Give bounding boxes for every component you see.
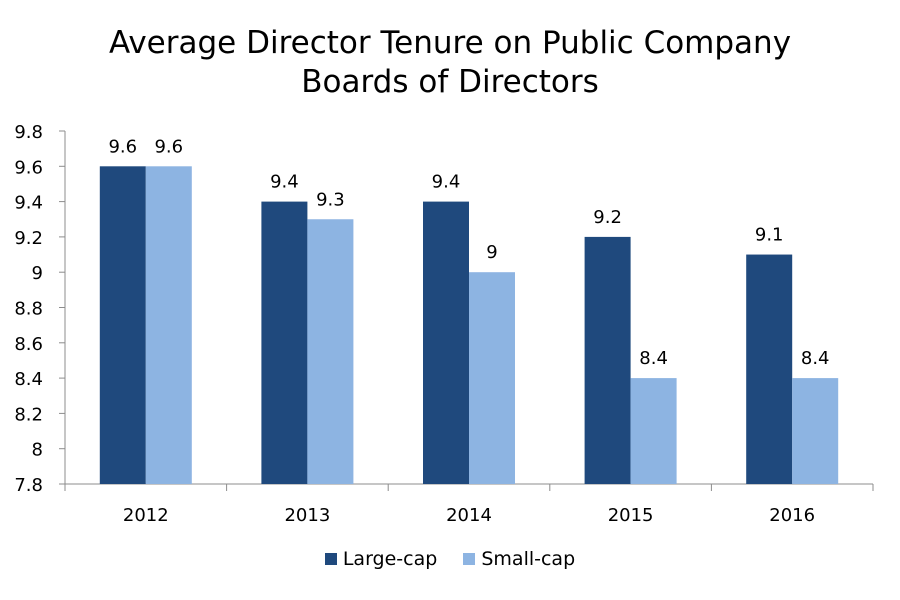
bar-value-label: 9 [486,242,497,263]
bar-value-label: 8.4 [639,348,668,369]
x-tick-label: 2014 [446,505,492,526]
bar-value-label: 9.1 [755,225,784,246]
chart-title-line-1: Average Director Tenure on Public Compan… [108,25,792,61]
x-tick-label: 2013 [284,505,330,526]
bar-value-label: 8.4 [801,348,830,369]
bar-small-cap [469,272,515,484]
bar-large-cap [261,201,308,484]
bar-small-cap [630,378,677,484]
y-tick-label: 9.6 [14,157,43,178]
x-tick-label: 2015 [608,505,654,526]
bar-value-label: 9.6 [108,136,137,157]
legend-item-small-cap: Small-cap [463,548,575,570]
y-tick-label: 8.2 [14,404,43,425]
y-axis: 7.8 8 8.2 8.4 8.6 8.8 9 9.2 9.4 9.6 9.8 [14,122,66,496]
bar-small-cap [307,219,354,484]
data-labels: 9.6 9.6 9.4 9.3 9.4 9 9.2 8.4 9.1 8.4 [108,136,829,369]
chart-title: Average Director Tenure on Public Compan… [0,24,900,102]
y-tick-label: 7.8 [14,475,43,496]
x-axis: 2012 2013 2014 2015 2016 [64,483,874,526]
y-tick-label: 9.4 [14,193,43,214]
y-tick-label: 8.6 [14,334,43,355]
bar-large-cap [423,201,469,484]
y-tick-label: 9.8 [14,122,43,143]
bar-small-cap [792,378,839,484]
legend-swatch-small-cap [463,553,476,565]
y-tick-label: 9.2 [14,228,43,249]
legend-label-large-cap: Large-cap [342,548,438,570]
bar-value-label: 9.4 [270,172,299,193]
bar-large-cap [746,254,793,484]
legend-item-large-cap: Large-cap [324,548,438,570]
y-tick-label: 8 [32,440,43,461]
chart-title-line-2: Boards of Directors [301,64,599,100]
y-tick-label: 9 [32,263,43,284]
bar-large-cap [584,236,631,484]
x-tick-label: 2016 [769,505,815,526]
legend-label-small-cap: Small-cap [481,548,576,570]
bar-value-label: 9.4 [432,172,461,193]
bar-value-label: 9.6 [154,136,183,157]
bar-value-label: 9.2 [593,207,622,228]
y-tick-label: 8.4 [14,369,43,390]
y-tick-label: 8.8 [14,299,43,320]
x-tick-label: 2012 [123,505,169,526]
bar-value-label: 9.3 [316,189,345,210]
legend: Large-cap Small-cap [0,548,900,570]
bars [99,166,839,485]
bar-small-cap [145,166,192,485]
legend-swatch-large-cap [324,553,337,565]
bar-large-cap [99,166,146,485]
